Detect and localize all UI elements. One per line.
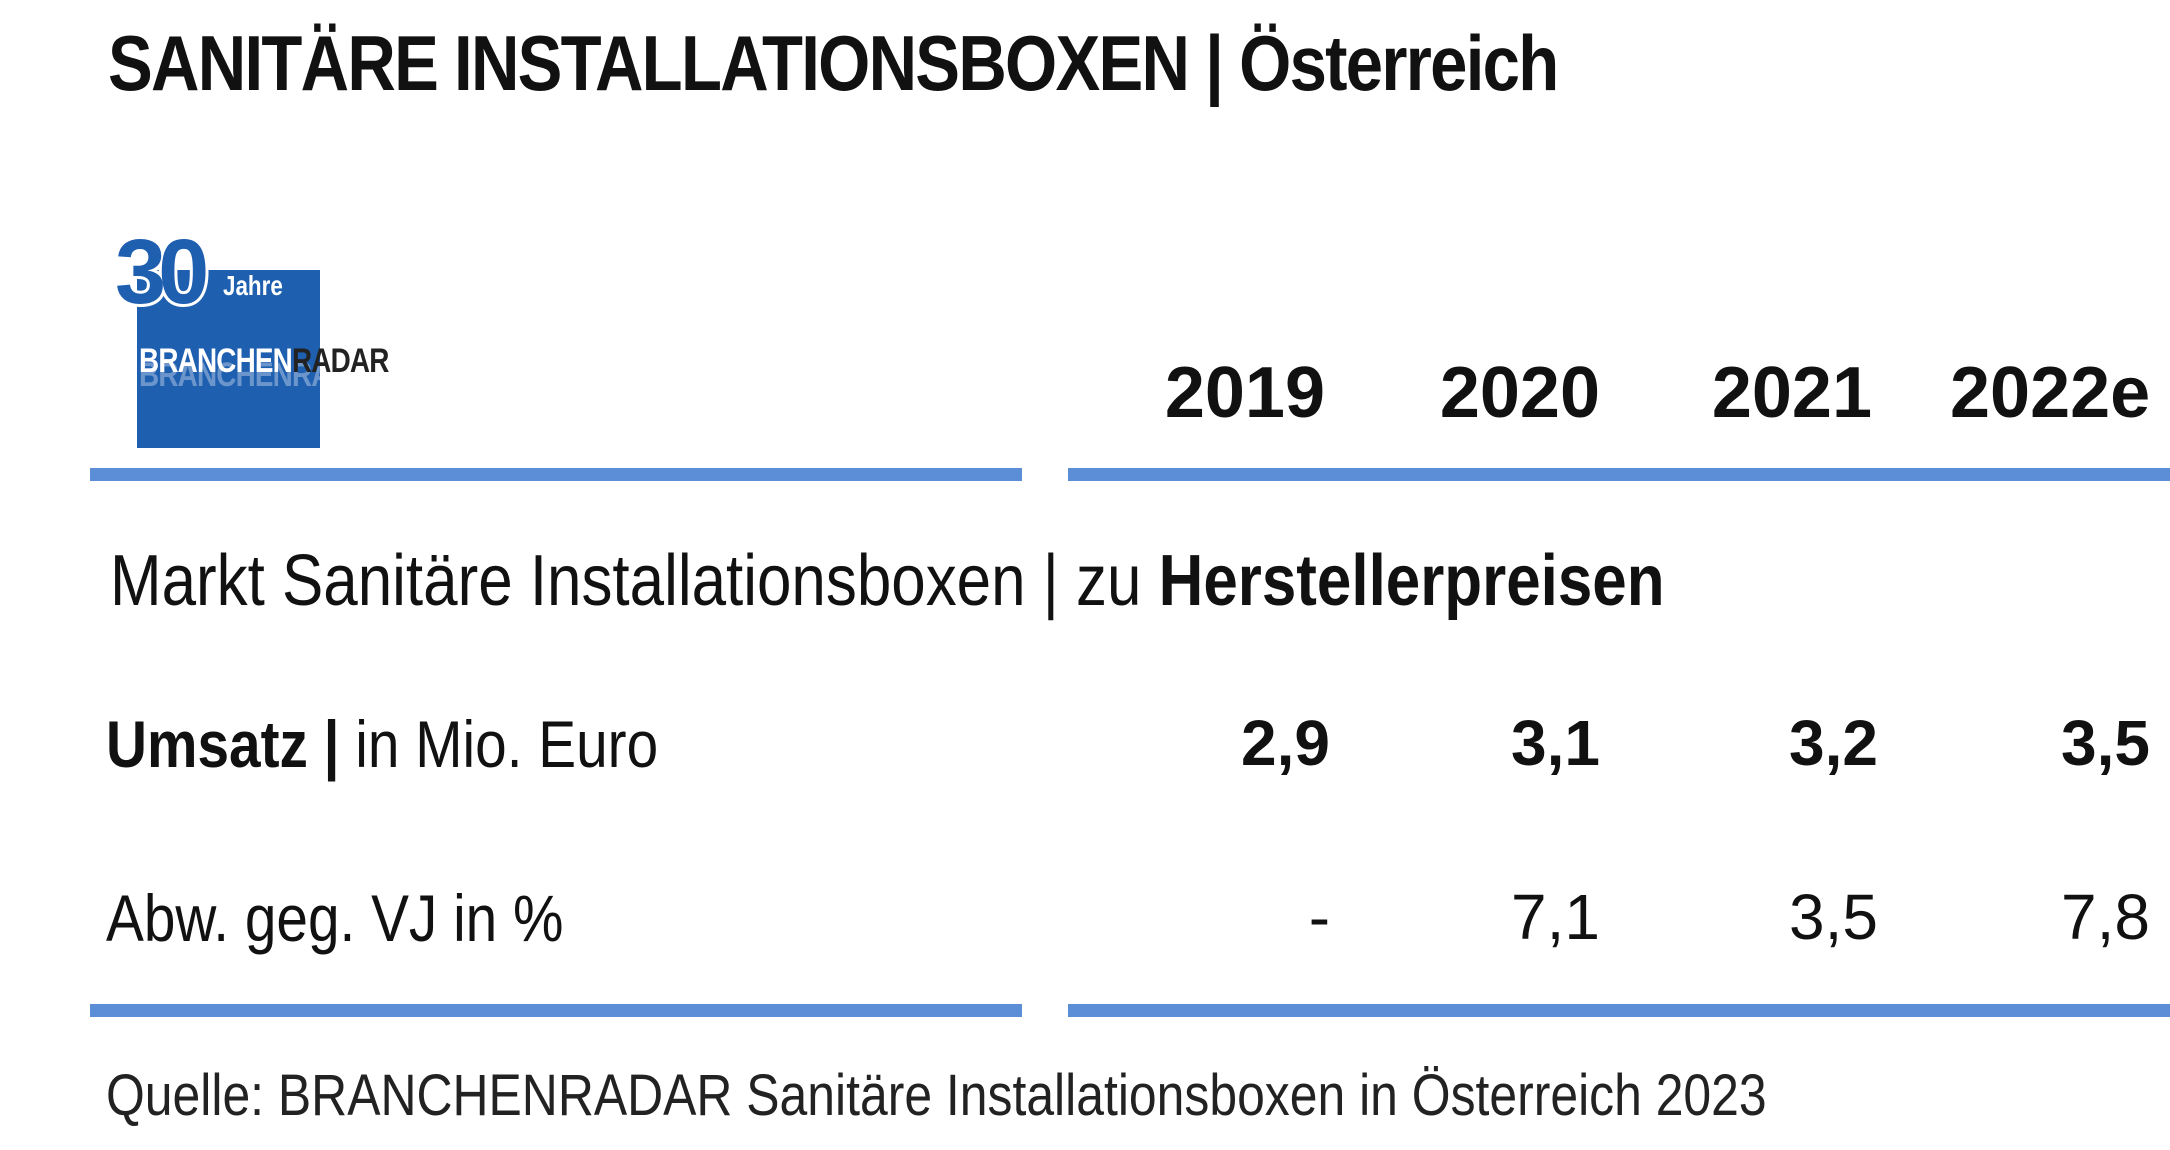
header-rule-left: [90, 468, 1022, 481]
logo-jahre: Jahre: [223, 270, 283, 301]
section-title: Markt Sanitäre Installationsboxen | zu H…: [110, 541, 1665, 621]
table-cell: 7,1: [1511, 881, 1600, 953]
branchenradar-logo: 30 Jahre BRANCHENRADAR BRANCHENRADAR: [112, 223, 445, 450]
row-label-umsatz: Umsatz | in Mio. Euro: [106, 707, 659, 781]
table-cell: -: [1308, 881, 1330, 953]
logo-brand-right: RADAR: [291, 342, 389, 380]
source-note: Quelle: BRANCHENRADAR Sanitäre Installat…: [106, 1063, 1767, 1128]
table-cell: 3,5: [1789, 881, 1878, 953]
header-rule-right: [1068, 468, 2170, 481]
table-cell: 3,1: [1511, 707, 1600, 779]
logo-brand-left: BRANCHEN: [139, 342, 293, 380]
year-header: 2021: [1711, 353, 1872, 433]
table-cell: 3,5: [2061, 707, 2150, 779]
logo-box: [137, 270, 320, 448]
year-header: 2019: [1164, 353, 1325, 433]
row-label-abweichung: Abw. geg. VJ in %: [106, 881, 564, 955]
table-cell: 7,8: [2061, 881, 2150, 953]
logo-brand: BRANCHENRADAR: [139, 342, 389, 381]
year-header: 2020: [1439, 353, 1600, 433]
year-header: 2022e: [1950, 353, 2151, 433]
table-cell: 3,2: [1789, 707, 1878, 779]
logo-number: 30: [112, 221, 212, 323]
footer-rule-right: [1068, 1004, 2170, 1017]
page-title: SANITÄRE INSTALLATIONSBOXEN | Österreich: [108, 19, 1559, 107]
logo-ghost-text: BRANCHENRADAR: [139, 356, 389, 394]
table-cell: 2,9: [1241, 707, 1330, 779]
footer-rule-left: [90, 1004, 1022, 1017]
